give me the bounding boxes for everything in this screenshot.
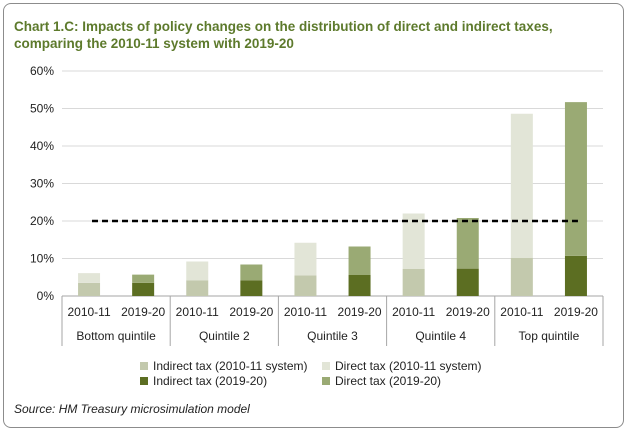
legend-label: Direct tax (2019-20)	[335, 374, 441, 388]
x-tick-label-year: 2010-11	[392, 305, 435, 319]
bar-segment-direct	[78, 273, 101, 283]
bar-segment-direct	[186, 261, 209, 281]
legend-swatch	[140, 377, 148, 385]
x-tick-label-year: 2019-20	[229, 305, 273, 319]
bar-segment-indirect	[564, 255, 587, 296]
legend-swatch	[322, 362, 330, 370]
chart-title-line-2: comparing the 2010-11 system with 2019-2…	[14, 36, 294, 51]
x-tick-label-year: 2019-20	[554, 305, 598, 319]
y-tick-label: 30%	[30, 177, 54, 191]
source-note: Source: HM Treasury microsimulation mode…	[14, 402, 250, 416]
bar-segment-direct	[402, 213, 425, 269]
y-tick-label: 40%	[30, 139, 54, 153]
bar-segment-direct	[132, 274, 155, 283]
bar-segment-direct	[564, 102, 587, 256]
y-tick-label: 20%	[30, 214, 54, 228]
bar-segment-indirect	[348, 275, 371, 296]
bar-segment-direct	[294, 242, 317, 276]
y-tick-label: 10%	[30, 252, 54, 266]
x-tick-label-year: 2010-11	[284, 305, 327, 319]
x-tick-label-year: 2019-20	[338, 305, 382, 319]
legend-label: Indirect tax (2019-20)	[153, 374, 267, 388]
x-tick-label-year: 2010-11	[500, 305, 543, 319]
legend-label: Direct tax (2010-11 system)	[335, 359, 482, 373]
x-group-label: Quintile 3	[307, 329, 358, 343]
bar-segment-indirect	[402, 269, 425, 296]
bars	[78, 102, 587, 296]
x-tick-label-year: 2010-11	[67, 305, 110, 319]
bar-segment-indirect	[456, 268, 479, 296]
y-tick-label: 0%	[37, 289, 55, 303]
bar-segment-indirect	[294, 275, 317, 296]
bar-segment-indirect	[78, 282, 101, 296]
bar-segment-indirect	[186, 280, 209, 296]
chart-title: Chart 1.C: Impacts of policy changes on …	[14, 18, 614, 52]
x-group-label: Quintile 4	[415, 329, 466, 343]
chart-title-line-1: Chart 1.C: Impacts of policy changes on …	[14, 19, 553, 34]
x-group-label: Bottom quintile	[76, 329, 156, 343]
legend-swatch	[140, 362, 148, 370]
x-group-label: Quintile 2	[199, 329, 250, 343]
legend-label: Indirect tax (2010-11 system)	[153, 359, 308, 373]
x-axis: 2010-11 2019-20 Bottom quintile 2010-11 2019…	[61, 296, 604, 346]
legend: Indirect tax (2010-11 system) Direct tax …	[140, 359, 482, 388]
bar-segment-direct	[240, 264, 263, 281]
bar-segment-indirect	[132, 282, 155, 296]
bar-segment-direct	[510, 113, 533, 258]
x-group-label: Top quintile	[519, 329, 580, 343]
x-tick-label-year: 2019-20	[121, 305, 165, 319]
bar-segment-indirect	[510, 257, 533, 296]
x-tick-label-year: 2019-20	[446, 305, 490, 319]
bar-segment-direct	[456, 218, 479, 269]
bar-segment-direct	[348, 246, 371, 275]
bar-segment-indirect	[240, 280, 263, 296]
x-tick-label-year: 2010-11	[176, 305, 219, 319]
y-tick-label: 60%	[30, 64, 54, 78]
y-tick-label: 50%	[30, 102, 54, 116]
legend-swatch	[322, 377, 330, 385]
